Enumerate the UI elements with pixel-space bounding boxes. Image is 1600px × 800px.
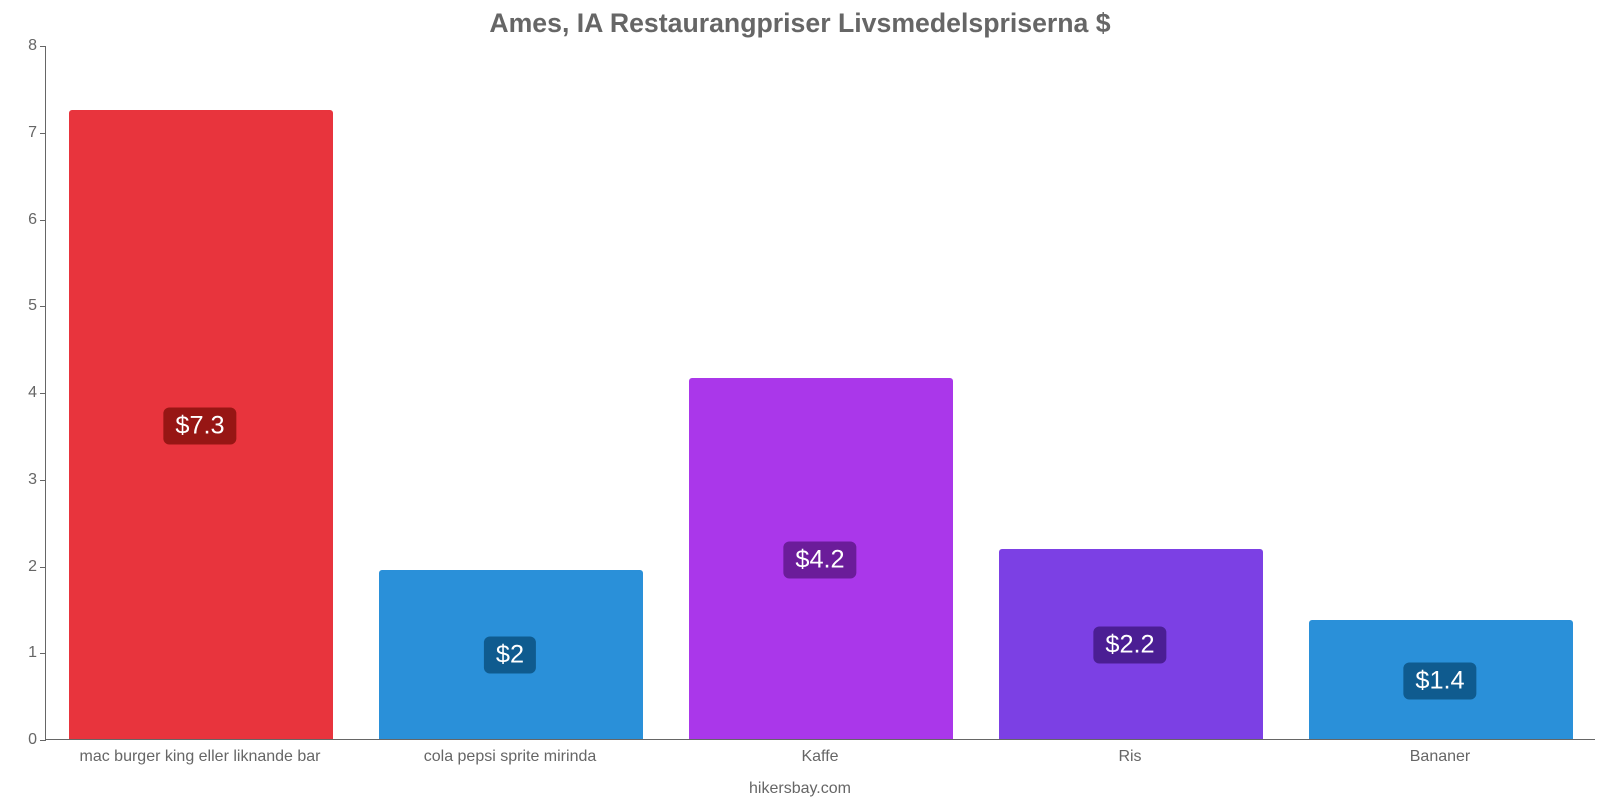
- y-tick-label: 1: [0, 644, 37, 662]
- y-tick-label: 8: [0, 37, 37, 55]
- y-tick: [40, 393, 46, 394]
- x-category-label: Bananer: [1410, 748, 1471, 766]
- y-tick: [40, 220, 46, 221]
- value-label: $4.2: [783, 541, 856, 578]
- bars-container: [46, 46, 1595, 739]
- chart-title: Ames, IA Restaurangpriser Livsmedelspris…: [0, 8, 1600, 39]
- y-tick: [40, 306, 46, 307]
- y-tick-label: 5: [0, 297, 37, 315]
- y-tick-label: 6: [0, 211, 37, 229]
- value-label: $2: [484, 637, 536, 674]
- plot-area: [45, 46, 1595, 740]
- y-tick: [40, 740, 46, 741]
- x-category-label: mac burger king eller liknande bar: [79, 748, 320, 766]
- y-tick-label: 0: [0, 731, 37, 749]
- x-category-label: Kaffe: [801, 748, 838, 766]
- x-category-label: Ris: [1118, 748, 1141, 766]
- y-tick-label: 7: [0, 124, 37, 142]
- y-tick: [40, 567, 46, 568]
- y-tick-label: 2: [0, 558, 37, 576]
- x-category-label: cola pepsi sprite mirinda: [424, 748, 597, 766]
- y-tick: [40, 46, 46, 47]
- y-tick-label: 3: [0, 471, 37, 489]
- value-label: $1.4: [1403, 662, 1476, 699]
- value-label: $7.3: [163, 407, 236, 444]
- y-tick: [40, 653, 46, 654]
- bar-chart: Ames, IA Restaurangpriser Livsmedelspris…: [0, 0, 1600, 800]
- value-label: $2.2: [1093, 627, 1166, 664]
- y-tick: [40, 133, 46, 134]
- chart-caption: hikersbay.com: [0, 780, 1600, 798]
- y-tick: [40, 480, 46, 481]
- y-tick-label: 4: [0, 384, 37, 402]
